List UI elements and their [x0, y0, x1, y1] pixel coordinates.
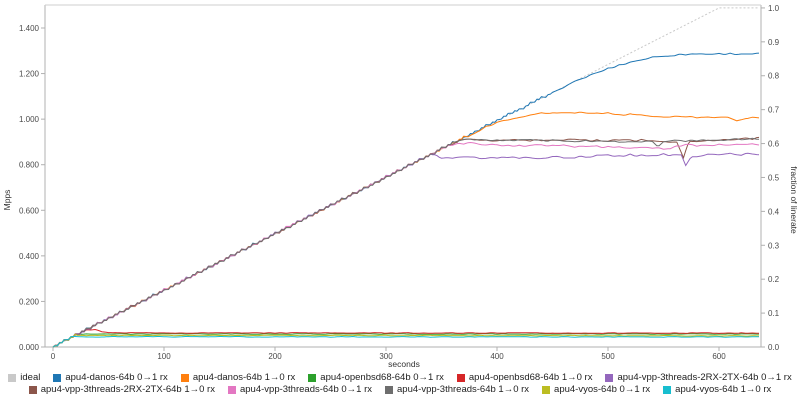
series-lines	[52, 7, 760, 348]
legend-swatch-icon	[53, 373, 62, 382]
x-tick-label: 300	[379, 352, 393, 361]
legend-item: apu4-vyos-64b 1→0 rx	[663, 384, 771, 395]
x-tick-label: 200	[268, 352, 282, 361]
y-left-tick-label: 0.400	[19, 252, 40, 261]
y-right-tick-label: 0.5	[768, 173, 780, 182]
legend-swatch-icon	[227, 385, 236, 394]
series-line-apu4-openbsd68-64b-0-1-rx	[52, 333, 759, 348]
y-right-tick-label: 0.4	[768, 207, 780, 216]
y-left-tick-label: 1.000	[19, 115, 40, 124]
legend-label: apu4-vpp-3threads-64b 0→1 rx	[239, 384, 373, 395]
series-line-apu4-danos-64b-1-0-rx	[52, 111, 760, 348]
x-tick-label: 0	[51, 352, 56, 361]
series-line-apu4-vyos-64b-0-1-rx	[52, 333, 759, 348]
series-line-ideal	[52, 7, 759, 348]
legend-label: apu4-vpp-3threads-2RX-2TX-64b 1→0 rx	[40, 384, 215, 395]
legend-label: apu4-vpp-3threads-64b 1→0 rx	[397, 384, 530, 395]
y-right-tick-label: 0.2	[768, 275, 780, 284]
legend-swatch-icon	[8, 373, 17, 382]
legend-swatch-icon	[180, 373, 189, 382]
y-right-tick-label: 0.0	[768, 343, 780, 352]
legend-swatch-icon	[605, 373, 614, 382]
y-axis-left-title: Mpps	[2, 190, 12, 211]
legend-swatch-icon	[663, 385, 672, 394]
series-line-apu4-vpp-3threads-2rx-2tx-64b-1-0-rx	[52, 136, 760, 348]
legend-item: apu4-danos-64b 1→0 rx	[180, 372, 296, 383]
tick-labels: 0.000 0.200 0.400 0.600 0.800 1.000 1.200 1.400…	[19, 4, 780, 361]
series-line-apu4-vpp-3threads-64b-1-0-rx	[52, 137, 759, 348]
y-right-tick-label: 0.1	[768, 309, 780, 318]
legend-row: apu4-vpp-3threads-2RX-2TX-64b 1→0 rx apu4…	[28, 384, 771, 395]
y-right-tick-label: 1.0	[768, 4, 780, 13]
legend-label: apu4-danos-64b 1→0 rx	[192, 372, 296, 383]
legend-item: apu4-openbsd68-64b 1→0 rx	[456, 372, 593, 383]
legend-label: apu4-danos-64b 0→1 rx	[65, 372, 168, 383]
series-line-apu4-vpp-3threads-2rx-2tx-64b-0-1-rx	[52, 152, 760, 348]
y-right-tick-label: 0.8	[768, 72, 780, 81]
chart-canvas: 0.000 0.200 0.400 0.600 0.800 1.000 1.200 1.400…	[2, 4, 799, 369]
y-left-tick-label: 1.400	[19, 24, 40, 33]
y-axis-right-title: fraction of linerate	[789, 166, 799, 234]
y-right-tick-label: 0.7	[768, 106, 780, 115]
series-line-apu4-openbsd68-64b-1-0-rx	[52, 328, 760, 348]
legend-label: apu4-openbsd68-64b 1→0 rx	[468, 372, 593, 383]
y-left-tick-label: 0.600	[19, 206, 40, 215]
legend-label: apu4-vyos-64b 0→1 rx	[554, 384, 651, 395]
y-left-tick-label: 0.800	[19, 161, 40, 170]
legend-item: apu4-vyos-64b 0→1 rx	[542, 384, 650, 395]
legend-item: apu4-vpp-3threads-2RX-2TX-64b 0→1 rx	[605, 372, 792, 383]
legend-swatch-icon	[456, 373, 465, 382]
legend-label: ideal	[20, 372, 41, 383]
legend-label: apu4-openbsd68-64b 0→1 rx	[320, 372, 444, 383]
legend-swatch-icon	[542, 385, 551, 394]
legend-label: apu4-vyos-64b 1→0 rx	[675, 384, 772, 395]
series-line-apu4-danos-64b-0-1-rx	[52, 52, 760, 348]
legend-row: ideal apu4-danos-64b 0→1 rx apu4-danos-64b…	[8, 372, 792, 383]
axes	[41, 4, 765, 351]
legend-item: apu4-vpp-3threads-64b 0→1 rx	[227, 384, 373, 395]
legend-swatch-icon	[385, 385, 394, 394]
legend-item: apu4-vpp-3threads-64b 1→0 rx	[385, 384, 529, 395]
series-line-apu4-vyos-64b-1-0-rx	[52, 335, 759, 348]
legend-swatch-icon	[308, 373, 317, 382]
x-axis-title: seconds	[388, 359, 420, 369]
y-right-tick-label: 0.9	[768, 38, 780, 47]
chart-legend: ideal apu4-danos-64b 0→1 rx apu4-danos-64b…	[0, 372, 800, 395]
legend-item: ideal	[8, 372, 40, 383]
x-tick-label: 500	[601, 352, 615, 361]
y-right-tick-label: 0.3	[768, 241, 780, 250]
legend-item: apu4-openbsd68-64b 0→1 rx	[308, 372, 444, 383]
legend-label: apu4-vpp-3threads-2RX-2TX-64b 0→1 rx	[617, 372, 792, 383]
series-line-apu4-vpp-3threads-64b-0-1-rx	[52, 141, 760, 348]
legend-swatch-icon	[28, 385, 37, 394]
legend-item: apu4-vpp-3threads-2RX-2TX-64b 1→0 rx	[28, 384, 215, 395]
x-tick-label: 400	[490, 352, 504, 361]
y-left-tick-label: 0.200	[19, 297, 40, 306]
y-left-tick-label: 0.000	[19, 343, 40, 352]
x-tick-label: 600	[712, 352, 726, 361]
y-left-tick-label: 1.200	[19, 70, 40, 79]
legend-item: apu4-danos-64b 0→1 rx	[53, 372, 168, 383]
x-tick-label: 100	[157, 352, 171, 361]
y-right-tick-label: 0.6	[768, 140, 780, 149]
